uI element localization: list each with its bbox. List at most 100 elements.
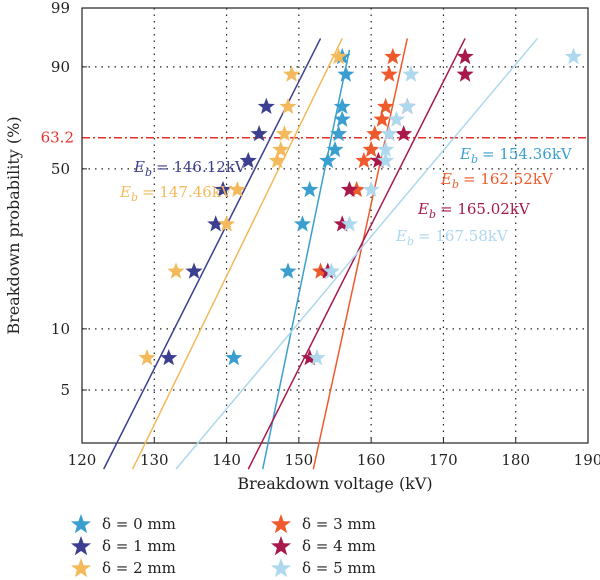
marker-s0-p6 xyxy=(330,125,348,142)
marker-s5-p5 xyxy=(377,140,395,158)
eb-label-4: Eb = 165.02kV xyxy=(417,200,531,221)
marker-s3-p1 xyxy=(348,180,366,198)
marker-s1-p2 xyxy=(207,215,225,232)
x-tick-label-130: 130 xyxy=(140,451,169,469)
legend-item-1: δ = 1 mm xyxy=(70,535,176,557)
y-tick-label-10: 10 xyxy=(51,320,70,338)
legend: δ = 0 mm δ = 1 mm δ = 2 mm δ = 3 mm δ = … xyxy=(70,510,470,580)
y-tick-label-5: 5 xyxy=(60,381,70,399)
marker-s2-p2 xyxy=(218,215,236,232)
marker-s5-p9 xyxy=(402,65,420,82)
marker-s5-p8 xyxy=(398,97,416,114)
legend-item-3: δ = 3 mm xyxy=(270,513,376,535)
marker-s1-p3 xyxy=(214,180,232,198)
star-icon xyxy=(71,536,91,556)
legend-item-4: δ = 4 mm xyxy=(270,535,376,557)
marker-s4-p0 xyxy=(301,349,319,366)
marker-s5-p0 xyxy=(308,349,326,366)
y-tick-label-90: 90 xyxy=(51,58,70,76)
marker-s3-p4 xyxy=(366,125,384,142)
star-icon xyxy=(271,514,291,534)
marker-s0-p1 xyxy=(279,262,297,279)
legend-star-0 xyxy=(71,514,91,534)
y-tick-label-99: 99 xyxy=(51,0,70,17)
marker-s4-p5 xyxy=(395,125,413,142)
x-tick-label-150: 150 xyxy=(285,451,314,469)
marker-s4-p2 xyxy=(333,215,351,232)
marker-s3-p3 xyxy=(362,140,380,158)
legend-item-5: δ = 5 mm xyxy=(270,557,376,579)
fit-line-3 xyxy=(312,38,409,470)
legend-star-5 xyxy=(271,558,291,578)
marker-s1-p4 xyxy=(239,151,257,169)
marker-s3-p5 xyxy=(373,110,391,127)
marker-s3-p2 xyxy=(355,151,373,169)
marker-s3-p8 xyxy=(384,47,402,65)
legend-label-0: δ = 0 mm xyxy=(102,515,176,533)
marker-s5-p6 xyxy=(380,125,398,142)
star-icon xyxy=(271,558,291,578)
legend-label-3: δ = 3 mm xyxy=(302,515,376,533)
marker-s0-p3 xyxy=(301,180,319,198)
plot-frame xyxy=(81,7,589,444)
marker-s3-p7 xyxy=(380,65,398,82)
legend-star-1 xyxy=(71,536,91,556)
marker-s0-p8 xyxy=(333,97,351,114)
marker-s3-p0 xyxy=(312,262,330,279)
y-tick-label-50: 50 xyxy=(51,160,70,178)
legend-label-5: δ = 5 mm xyxy=(302,559,376,577)
legend-item-2: δ = 2 mm xyxy=(70,557,176,579)
legend-label-4: δ = 4 mm xyxy=(302,537,376,555)
fit-line-0 xyxy=(261,49,351,470)
marker-s1-p1 xyxy=(185,262,203,279)
x-axis-label: Breakdown voltage (kV) xyxy=(237,474,432,493)
marker-s2-p6 xyxy=(275,125,293,142)
marker-s0-p2 xyxy=(293,215,311,232)
marker-s2-p1 xyxy=(167,262,185,279)
eb-label-0: Eb = 154.36kV xyxy=(459,145,573,166)
marker-s4-p7 xyxy=(456,65,474,82)
marker-s5-p7 xyxy=(387,110,405,127)
marker-s0-p7 xyxy=(333,110,351,127)
marker-s2-p4 xyxy=(268,151,286,169)
marker-s2-p8 xyxy=(283,65,301,82)
marker-s1-p6 xyxy=(257,97,275,114)
star-icon xyxy=(71,558,91,578)
star-icon xyxy=(271,536,291,556)
legend-item-0: δ = 0 mm xyxy=(70,513,176,535)
legend-star-4 xyxy=(271,536,291,556)
weibull-chart: 63.2 120 130 140 150 160 170 180 190 5 10 50 90 99 Bre… xyxy=(4,0,600,493)
legend-label-2: δ = 2 mm xyxy=(102,559,176,577)
legend-star-3 xyxy=(271,514,291,534)
marker-s5-p10 xyxy=(565,47,583,65)
marker-s2-p3 xyxy=(228,180,246,198)
star-icon xyxy=(71,514,91,534)
marker-s0-p0 xyxy=(225,349,243,366)
marker-s2-p7 xyxy=(279,97,297,114)
eb-label-5: Eb = 167.58kV xyxy=(395,227,509,248)
marker-s5-p1 xyxy=(322,262,340,279)
eb-label-2: Eb = 147.46kV xyxy=(119,183,233,204)
fit-line-5 xyxy=(175,37,538,470)
y-axis-label: Breakdown probability (%) xyxy=(4,116,23,334)
marker-s0-p5 xyxy=(326,140,344,158)
x-tick-label-120: 120 xyxy=(68,451,97,469)
marker-s0-p9 xyxy=(337,65,355,82)
fit-line-2 xyxy=(131,38,343,470)
legend-label-1: δ = 1 mm xyxy=(102,537,176,555)
marker-s5-p4 xyxy=(377,151,395,169)
reference-label: 63.2 xyxy=(41,129,74,147)
marker-s4-p3 xyxy=(340,180,358,198)
marker-s3-p6 xyxy=(377,97,395,114)
marker-s4-p4 xyxy=(369,151,387,169)
x-tick-label-140: 140 xyxy=(212,451,241,469)
marker-s5-p2 xyxy=(340,215,358,232)
x-tick-label-190: 190 xyxy=(574,451,600,469)
eb-label-1: Eb = 146.12kV xyxy=(133,158,247,179)
x-tick-label-160: 160 xyxy=(357,451,386,469)
legend-star-2 xyxy=(71,558,91,578)
eb-label-3: Eb = 162.52kV xyxy=(440,170,554,191)
marker-s4-p8 xyxy=(456,47,474,65)
marker-s2-p0 xyxy=(138,349,156,366)
marker-s0-p4 xyxy=(319,151,337,169)
